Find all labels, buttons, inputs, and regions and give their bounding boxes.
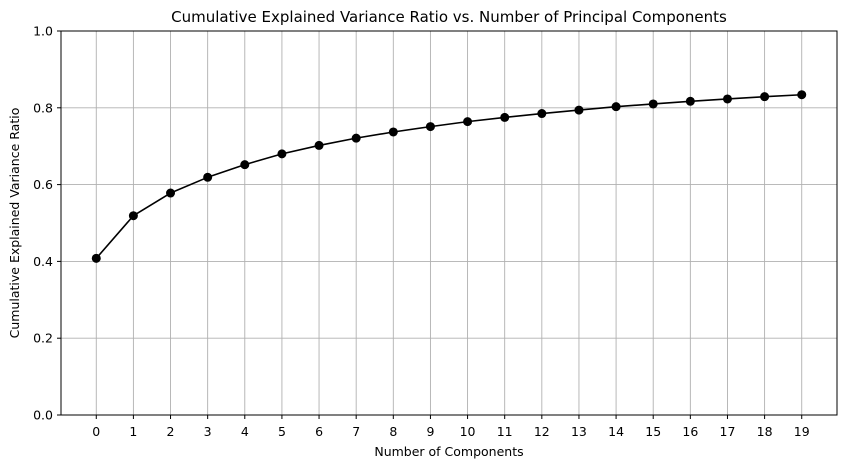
x-axis-label: Number of Components <box>374 444 523 459</box>
data-point <box>91 253 101 263</box>
data-point <box>277 149 287 159</box>
y-tick-label: 0.4 <box>33 254 53 269</box>
y-axis-label: Cumulative Explained Variance Ratio <box>7 108 22 339</box>
data-point <box>537 109 547 119</box>
x-tick-label: 15 <box>645 424 661 439</box>
x-tick-label: 6 <box>315 424 323 439</box>
y-axis-ticks: 0.0 0.2 0.4 0.6 0.8 1.0 <box>33 24 61 423</box>
x-axis-ticks: 0 1 2 3 4 5 6 7 8 9 10 11 12 13 14 15 16 17 18 19 <box>92 415 810 439</box>
data-point <box>722 94 732 104</box>
data-point <box>128 211 138 221</box>
chart-title: Cumulative Explained Variance Ratio vs. … <box>171 8 727 26</box>
data-point <box>203 172 213 182</box>
data-point <box>314 140 324 150</box>
x-tick-label: 8 <box>389 424 397 439</box>
x-tick-label: 18 <box>757 424 773 439</box>
x-tick-label: 9 <box>426 424 434 439</box>
x-tick-label: 14 <box>608 424 624 439</box>
data-point <box>574 105 584 115</box>
data-point <box>648 99 658 109</box>
y-tick-label: 0.6 <box>33 177 53 192</box>
x-tick-label: 4 <box>241 424 249 439</box>
data-point <box>463 117 473 127</box>
x-tick-label: 17 <box>720 424 736 439</box>
x-tick-label: 10 <box>460 424 476 439</box>
data-point <box>351 133 361 143</box>
x-tick-label: 7 <box>352 424 360 439</box>
data-point <box>797 90 807 100</box>
data-point <box>611 102 621 112</box>
x-tick-label: 11 <box>497 424 513 439</box>
x-tick-label: 3 <box>204 424 212 439</box>
data-point <box>166 188 176 198</box>
data-point <box>425 122 435 132</box>
data-point <box>760 92 770 102</box>
grid-lines <box>61 30 837 416</box>
x-tick-label: 19 <box>794 424 810 439</box>
x-tick-label: 5 <box>278 424 286 439</box>
x-tick-label: 0 <box>92 424 100 439</box>
data-point <box>388 127 398 137</box>
data-point <box>240 160 250 170</box>
x-tick-label: 2 <box>167 424 175 439</box>
y-tick-label: 0.8 <box>33 100 53 115</box>
y-tick-label: 0.0 <box>33 408 53 423</box>
x-tick-label: 1 <box>129 424 137 439</box>
x-tick-label: 13 <box>571 424 587 439</box>
series-layer <box>91 90 807 263</box>
plot-frame <box>60 30 838 416</box>
x-tick-label: 16 <box>682 424 698 439</box>
y-tick-label: 1.0 <box>33 24 53 39</box>
x-tick-label: 12 <box>534 424 550 439</box>
series-line <box>95 93 802 259</box>
data-point <box>685 96 695 106</box>
data-point <box>500 112 510 122</box>
y-tick-label: 0.2 <box>33 331 53 346</box>
